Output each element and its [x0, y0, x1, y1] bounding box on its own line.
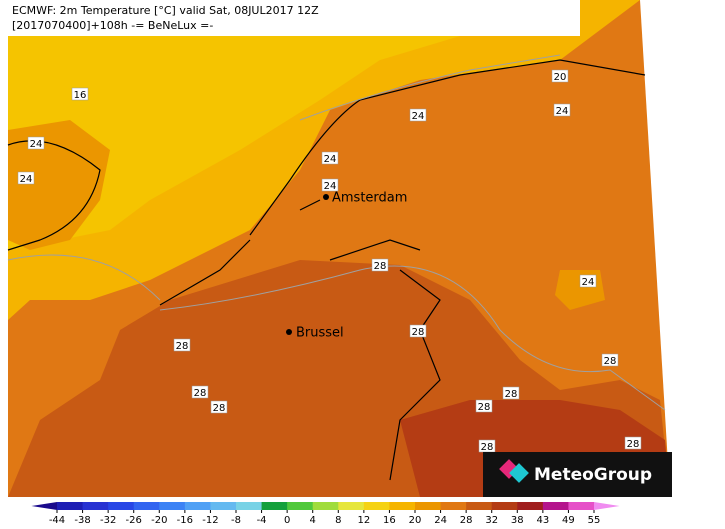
- contour-label-box: [553, 103, 571, 117]
- colorbar-segment: [82, 502, 109, 510]
- colorbar-end: [31, 502, 57, 510]
- contour-label: 24: [30, 139, 43, 150]
- colorbar-tick-label: 49: [562, 515, 575, 525]
- colorbar-segment: [57, 502, 84, 510]
- colorbar-tick-label: -16: [177, 515, 193, 525]
- contour-label: 28: [505, 389, 518, 400]
- colorbar-tick-label: -32: [100, 515, 116, 525]
- contour-label: 24: [20, 174, 33, 185]
- colorbar-segment: [517, 502, 544, 510]
- colorbar-end: [594, 502, 620, 510]
- colorbar-segment: [133, 502, 160, 510]
- colorbar-tick-label: 12: [357, 515, 370, 525]
- contour-label-box: [71, 87, 89, 101]
- colorbar-tick-label: 4: [310, 515, 316, 525]
- colorbar-segment: [210, 502, 237, 510]
- colorbar-segment: [338, 502, 365, 510]
- contour-label-box: [601, 353, 619, 367]
- colorbar-tick-label: 20: [409, 515, 422, 525]
- contour-label-box: [27, 136, 45, 150]
- contour-label: 24: [324, 154, 337, 165]
- contour-label: 28: [481, 442, 494, 453]
- colorbar-segment: [440, 502, 467, 510]
- header-line: [2017070400]+108h -= BeNeLux =-: [12, 19, 213, 32]
- contour-label: 28: [374, 261, 387, 272]
- contour-label-box: [502, 386, 520, 400]
- colorbar-tick-label: 43: [536, 515, 549, 525]
- contour-label: 28: [478, 402, 491, 413]
- colorbar-tick-label: 24: [434, 515, 447, 525]
- city-dot: [323, 194, 329, 200]
- contour-label-box: [321, 178, 339, 192]
- contour-label: 24: [582, 277, 595, 288]
- colorbar-tick-label: -26: [126, 515, 142, 525]
- logo: MeteoGroup: [483, 452, 672, 497]
- colorbar-segment: [466, 502, 493, 510]
- colorbar-segment: [261, 502, 288, 510]
- colorbar-tick-label: 38: [511, 515, 524, 525]
- colorbar-segment: [491, 502, 518, 510]
- contour-label: 28: [627, 439, 640, 450]
- contour-label-box: [210, 400, 228, 414]
- colorbar-tick-label: -44: [49, 515, 65, 525]
- colorbar-tick-label: -38: [74, 515, 90, 525]
- contour-label: 28: [213, 403, 226, 414]
- colorbar-tick-label: -8: [231, 515, 241, 525]
- colorbar-segment: [159, 502, 186, 510]
- contour-label: 28: [604, 356, 617, 367]
- colorbar-segment: [363, 502, 390, 510]
- colorbar-segment: [389, 502, 416, 510]
- colorbar-segment: [312, 502, 339, 510]
- contour-label: 24: [412, 111, 425, 122]
- colorbar-segment: [287, 502, 314, 510]
- contour-label-box: [173, 338, 191, 352]
- contour-label-box: [579, 274, 597, 288]
- map-area: [7, 0, 670, 497]
- contour-label-box: [409, 108, 427, 122]
- colorbar-segment: [415, 502, 442, 510]
- colorbar-segment: [542, 502, 569, 510]
- contour-label-box: [409, 324, 427, 338]
- contour-label-box: [321, 151, 339, 165]
- contour-label: 24: [556, 106, 569, 117]
- contour-label: 28: [194, 388, 207, 399]
- contour-label-box: [624, 436, 642, 450]
- colorbar-segment: [236, 502, 263, 510]
- colorbar-tick-label: -12: [202, 515, 218, 525]
- colorbar-segment: [568, 502, 595, 510]
- city-label: Amsterdam: [332, 191, 407, 206]
- logo-text: MeteoGroup: [534, 465, 652, 485]
- colorbar-tick-label: -20: [151, 515, 167, 525]
- colorbar-tick-label: 55: [588, 515, 601, 525]
- colorbar-tick-label: -4: [257, 515, 267, 525]
- header-line: ECMWF: 2m Temperature [°C] valid Sat, 08…: [12, 4, 319, 17]
- contour-label: 16: [74, 90, 87, 101]
- contour-label-box: [551, 69, 569, 83]
- colorbar-tick-label: 32: [485, 515, 498, 525]
- colorbar-tick-label: 8: [335, 515, 341, 525]
- contour-label: 20: [554, 72, 567, 83]
- colorbar-tick-label: 0: [284, 515, 290, 525]
- contour-label-box: [17, 171, 35, 185]
- contour-label: 28: [176, 341, 189, 352]
- colorbar-segment: [184, 502, 211, 510]
- contour-label: 24: [324, 181, 337, 192]
- contour-label-box: [191, 385, 209, 399]
- colorbar-segment: [108, 502, 135, 510]
- contour-label-box: [371, 258, 389, 272]
- contour-label: 28: [412, 327, 425, 338]
- colorbar-tick-label: 16: [383, 515, 396, 525]
- contour-label-box: [475, 399, 493, 413]
- header-box: [8, 0, 580, 36]
- colorbar-tick-label: 28: [460, 515, 473, 525]
- city-label: Brussel: [296, 326, 344, 341]
- city-dot: [286, 329, 292, 335]
